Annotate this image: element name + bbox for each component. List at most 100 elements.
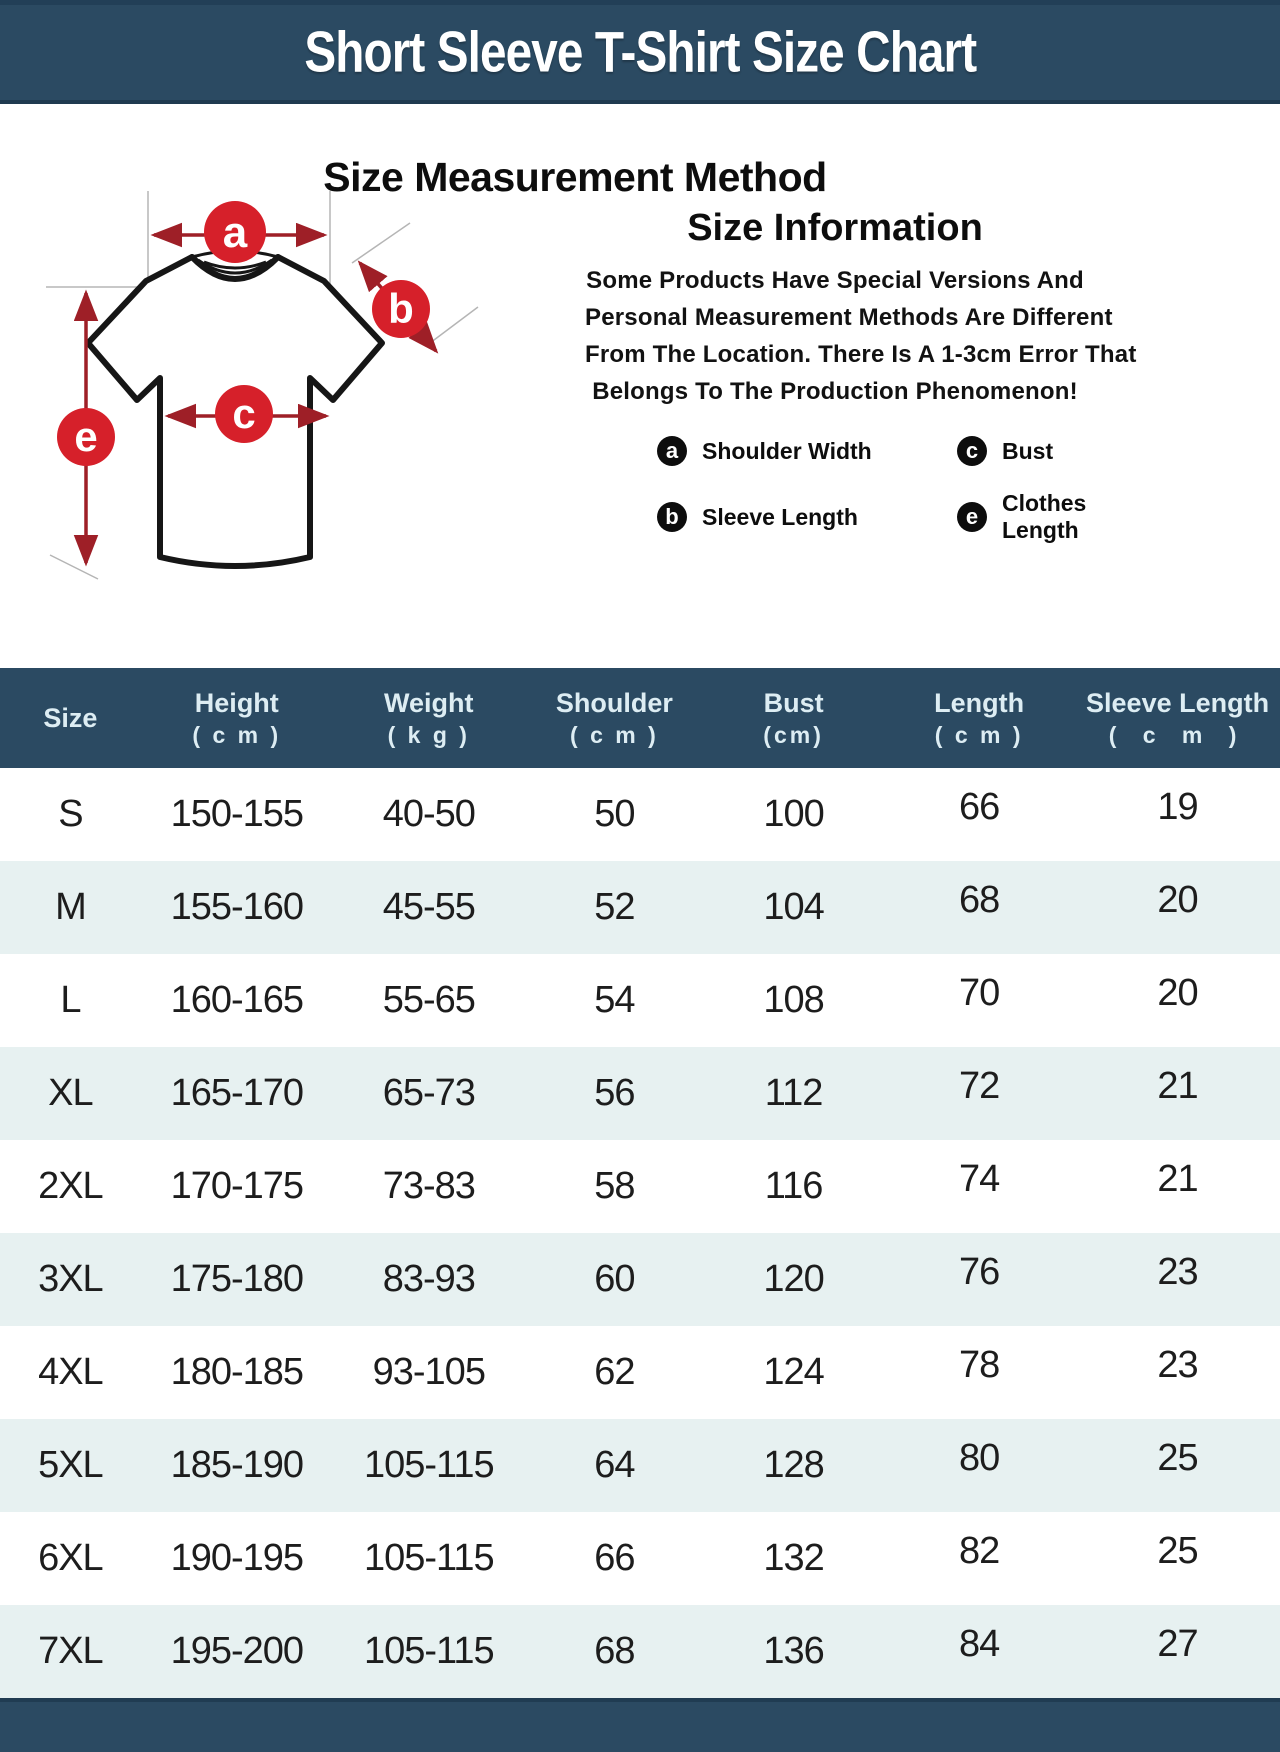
value-cell: 150-155 bbox=[170, 793, 304, 835]
value-cell: 82 bbox=[959, 1530, 1000, 1572]
legend-label: Bust bbox=[1002, 437, 1054, 464]
value-cell: 165-170 bbox=[170, 1072, 304, 1114]
value-cell: 155-160 bbox=[170, 886, 304, 928]
table-row: 3XL 175-180 83-93 60 120 76 23 bbox=[0, 1233, 1280, 1326]
size-cell: XL bbox=[48, 1072, 93, 1114]
value-cell: 76 bbox=[959, 1251, 1000, 1293]
size-cell: 7XL bbox=[38, 1630, 104, 1672]
size-cell: 4XL bbox=[38, 1351, 104, 1393]
point-markers: a b c e bbox=[57, 201, 430, 466]
size-cell: M bbox=[55, 886, 87, 928]
column-header-size: Size bbox=[43, 702, 98, 733]
value-cell: 84 bbox=[959, 1623, 1000, 1665]
tshirt-diagram-svg: a b c e bbox=[46, 191, 479, 580]
column-header-sleeve-length: Sleeve Length( c m ) bbox=[1086, 687, 1270, 748]
value-cell: 185-190 bbox=[170, 1444, 304, 1486]
value-cell: 54 bbox=[594, 979, 635, 1021]
value-cell: 55-65 bbox=[382, 979, 476, 1021]
legend-b-icon: b bbox=[657, 502, 687, 532]
value-cell: 27 bbox=[1157, 1623, 1198, 1665]
value-cell: 190-195 bbox=[170, 1537, 304, 1579]
info-line: Belongs To The Production Phenomenon! bbox=[592, 378, 1078, 405]
table-body: S 150-155 40-50 50 100 66 19 M 155-160 45-55 52 104… bbox=[0, 768, 1280, 1698]
value-cell: 124 bbox=[763, 1351, 824, 1393]
measurement-method-heading: Size Measurement Method bbox=[323, 154, 827, 201]
value-cell: 23 bbox=[1157, 1251, 1198, 1293]
legend-label: Sleeve Length bbox=[702, 503, 858, 530]
value-cell: 20 bbox=[1157, 972, 1198, 1014]
value-cell: 73-83 bbox=[382, 1165, 476, 1207]
value-cell: 20 bbox=[1157, 879, 1198, 921]
size-information-panel: Size Information Some Products Have Spec… bbox=[585, 207, 1137, 544]
value-cell: 120 bbox=[763, 1258, 824, 1300]
value-cell: 21 bbox=[1157, 1065, 1198, 1107]
info-line: From The Location. There Is A 1-3cm Erro… bbox=[585, 341, 1137, 368]
legend-item-sleeve-length: b Sleeve Length bbox=[657, 490, 957, 544]
marker-b-label: b bbox=[388, 285, 414, 332]
table-row: 4XL 180-185 93-105 62 124 78 23 bbox=[0, 1326, 1280, 1419]
column-header-weight: Weight( k g ) bbox=[384, 687, 474, 748]
legend-item-clothes-length: e Clothes Length bbox=[957, 490, 1157, 544]
table-row: 6XL 190-195 105-115 66 132 82 25 bbox=[0, 1512, 1280, 1605]
page-title: Short Sleeve T-Shirt Size Chart bbox=[304, 20, 977, 85]
value-cell: 65-73 bbox=[382, 1072, 476, 1114]
value-cell: 78 bbox=[959, 1344, 1000, 1386]
value-cell: 45-55 bbox=[382, 886, 476, 928]
legend-item-bust: c Bust bbox=[957, 436, 1157, 466]
legend-c-icon: c bbox=[957, 436, 987, 466]
legend-item-shoulder-width: a Shoulder Width bbox=[657, 436, 957, 466]
table-row: 2XL 170-175 73-83 58 116 74 21 bbox=[0, 1140, 1280, 1233]
value-cell: 23 bbox=[1157, 1344, 1198, 1386]
size-cell: S bbox=[58, 793, 83, 835]
table-header-row: Size Height( c m ) Weight( k g ) Shoulder( … bbox=[0, 668, 1280, 768]
column-header-bust: Bust (cm) bbox=[763, 687, 824, 748]
value-cell: 56 bbox=[594, 1072, 635, 1114]
bottom-bar bbox=[0, 1698, 1280, 1752]
value-cell: 116 bbox=[764, 1165, 824, 1207]
table-row: S 150-155 40-50 50 100 66 19 bbox=[0, 768, 1280, 861]
size-cell: 6XL bbox=[38, 1537, 104, 1579]
column-header-height: Height( c m ) bbox=[192, 687, 282, 748]
value-cell: 170-175 bbox=[170, 1165, 304, 1207]
value-cell: 21 bbox=[1157, 1158, 1198, 1200]
value-cell: 68 bbox=[959, 879, 1000, 921]
value-cell: 58 bbox=[594, 1165, 635, 1207]
marker-a-label: a bbox=[223, 208, 248, 257]
value-cell: 25 bbox=[1157, 1437, 1198, 1479]
size-cell: 5XL bbox=[38, 1444, 104, 1486]
table-row: L 160-165 55-65 54 108 70 20 bbox=[0, 954, 1280, 1047]
value-cell: 80 bbox=[959, 1437, 1000, 1479]
value-cell: 112 bbox=[764, 1072, 824, 1114]
value-cell: 105-115 bbox=[363, 1537, 495, 1579]
value-cell: 66 bbox=[594, 1537, 635, 1579]
info-line: Personal Measurement Methods Are Differe… bbox=[585, 304, 1113, 331]
marker-c-label: c bbox=[232, 390, 255, 437]
value-cell: 100 bbox=[763, 793, 824, 835]
marker-a-circle bbox=[204, 201, 266, 263]
size-information-text: Some Products Have Special Versions And … bbox=[585, 262, 1137, 410]
value-cell: 25 bbox=[1157, 1530, 1198, 1572]
value-cell: 175-180 bbox=[170, 1258, 304, 1300]
value-cell: 128 bbox=[763, 1444, 824, 1486]
value-cell: 19 bbox=[1157, 786, 1198, 828]
value-cell: 70 bbox=[959, 972, 1000, 1014]
size-table: Size Height( c m ) Weight( k g ) Shoulder( … bbox=[0, 668, 1280, 1698]
marker-b-circle bbox=[372, 280, 430, 338]
measurement-legend: a Shoulder Width c Bust b Sleeve Length … bbox=[585, 436, 1086, 544]
marker-e-circle bbox=[57, 408, 115, 466]
legend-label: Shoulder Width bbox=[702, 437, 872, 464]
table-row: XL 165-170 65-73 56 112 72 21 bbox=[0, 1047, 1280, 1140]
marker-c-circle bbox=[215, 385, 273, 443]
size-cell: 2XL bbox=[38, 1165, 104, 1207]
legend-e-icon: e bbox=[957, 502, 987, 532]
tshirt-measurement-diagram: a b c e bbox=[30, 158, 590, 580]
table-row: 5XL 185-190 105-115 64 128 80 25 bbox=[0, 1419, 1280, 1512]
value-cell: 50 bbox=[594, 793, 635, 835]
value-cell: 180-185 bbox=[170, 1351, 304, 1393]
value-cell: 72 bbox=[959, 1065, 1000, 1107]
value-cell: 105-115 bbox=[363, 1630, 495, 1672]
value-cell: 83-93 bbox=[382, 1258, 476, 1300]
value-cell: 74 bbox=[959, 1158, 1000, 1200]
value-cell: 108 bbox=[763, 979, 824, 1021]
